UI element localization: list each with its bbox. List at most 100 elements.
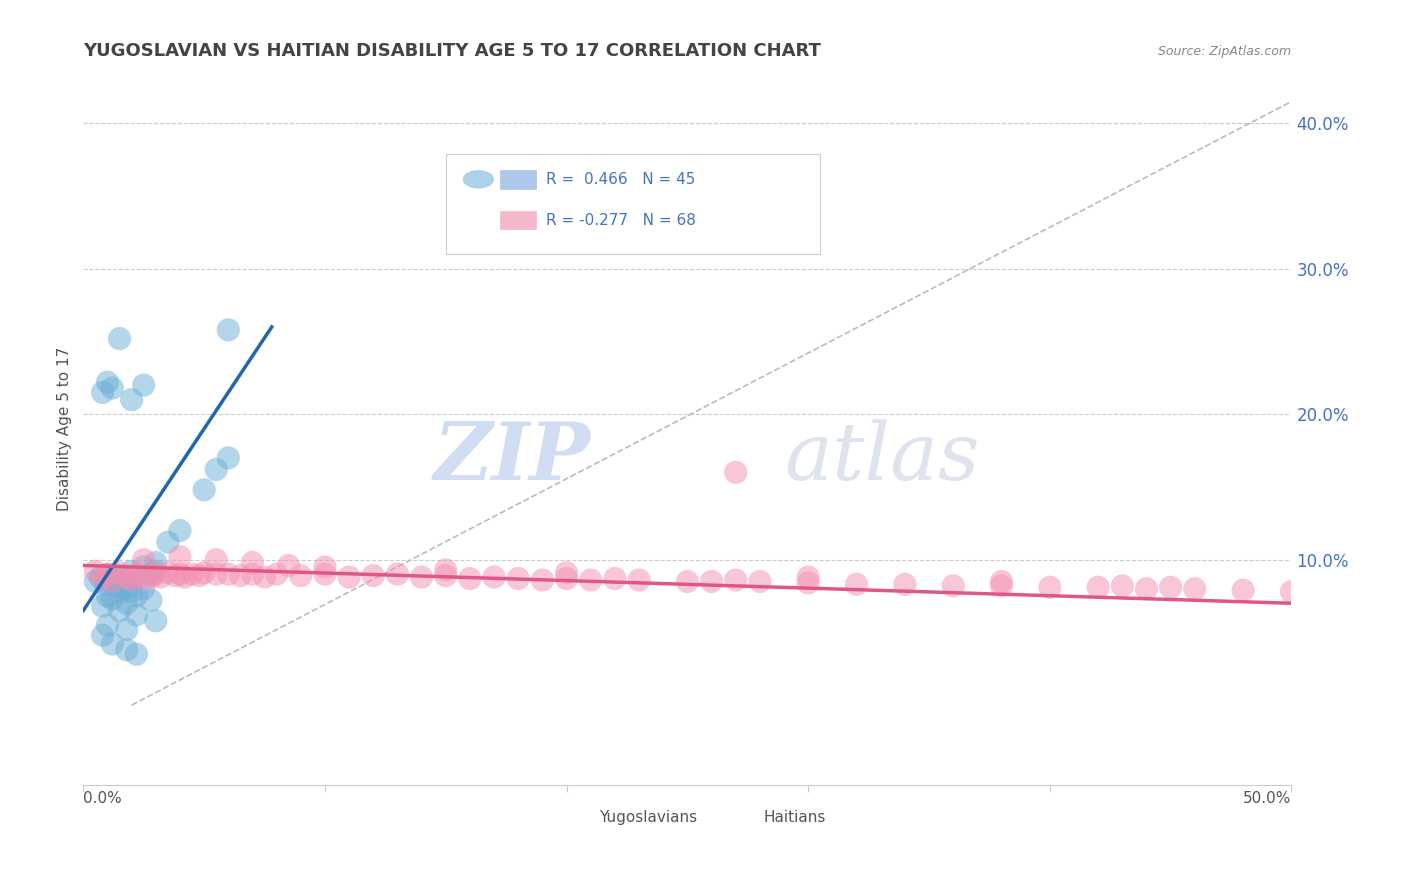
Point bbox=[290, 568, 312, 582]
Point bbox=[139, 570, 162, 584]
Point bbox=[797, 570, 820, 584]
Point bbox=[101, 381, 124, 395]
Y-axis label: Disability Age 5 to 17: Disability Age 5 to 17 bbox=[58, 347, 72, 511]
Circle shape bbox=[463, 170, 494, 188]
Point bbox=[700, 574, 723, 589]
Point bbox=[96, 618, 118, 632]
Point bbox=[434, 568, 457, 582]
Point bbox=[387, 567, 409, 582]
Point bbox=[205, 552, 228, 566]
Point bbox=[1160, 580, 1182, 594]
Point bbox=[169, 524, 191, 538]
FancyBboxPatch shape bbox=[733, 810, 756, 824]
Point bbox=[101, 572, 124, 586]
Point bbox=[132, 572, 155, 586]
Point bbox=[169, 549, 191, 564]
Point bbox=[242, 567, 264, 582]
Point bbox=[94, 577, 117, 591]
Point bbox=[434, 563, 457, 577]
Point bbox=[125, 567, 148, 582]
Point bbox=[205, 462, 228, 476]
Point bbox=[990, 574, 1012, 589]
Point bbox=[531, 573, 554, 587]
Point bbox=[676, 574, 699, 589]
Point bbox=[173, 570, 195, 584]
Text: atlas: atlas bbox=[785, 418, 980, 496]
Point bbox=[1135, 582, 1157, 596]
Text: Yugoslavians: Yugoslavians bbox=[599, 810, 697, 824]
Point bbox=[121, 573, 143, 587]
Point bbox=[165, 568, 187, 582]
Point bbox=[894, 577, 917, 591]
Point bbox=[797, 575, 820, 590]
Point bbox=[748, 574, 770, 589]
Point bbox=[115, 596, 138, 610]
Text: R = -0.277   N = 68: R = -0.277 N = 68 bbox=[546, 213, 696, 228]
Point bbox=[115, 570, 138, 584]
Point bbox=[121, 392, 143, 407]
Point bbox=[84, 564, 107, 578]
Point bbox=[555, 566, 578, 580]
Point bbox=[145, 614, 167, 628]
Text: ZIP: ZIP bbox=[434, 418, 591, 496]
Point bbox=[603, 572, 626, 586]
Point bbox=[253, 570, 276, 584]
Point bbox=[314, 567, 336, 582]
Text: 0.0%: 0.0% bbox=[83, 790, 122, 805]
Point bbox=[990, 579, 1012, 593]
Text: R =  0.466   N = 45: R = 0.466 N = 45 bbox=[546, 172, 696, 186]
Point bbox=[132, 378, 155, 392]
Point bbox=[411, 570, 433, 584]
Point bbox=[1184, 582, 1206, 596]
Point bbox=[266, 567, 288, 582]
Point bbox=[101, 637, 124, 651]
Point bbox=[314, 560, 336, 574]
FancyBboxPatch shape bbox=[446, 154, 820, 254]
Point bbox=[193, 483, 215, 497]
Point bbox=[91, 570, 114, 584]
FancyBboxPatch shape bbox=[567, 810, 591, 824]
Point bbox=[1111, 579, 1133, 593]
Point bbox=[229, 568, 252, 582]
Point bbox=[277, 558, 299, 573]
Point bbox=[361, 568, 384, 582]
Point bbox=[132, 552, 155, 566]
Point bbox=[845, 577, 868, 591]
Point bbox=[96, 567, 118, 582]
Point bbox=[217, 450, 239, 465]
Point bbox=[108, 332, 131, 346]
Point bbox=[108, 568, 131, 582]
Point bbox=[458, 572, 481, 586]
Point bbox=[628, 573, 651, 587]
Point bbox=[1087, 580, 1109, 594]
Point bbox=[508, 572, 530, 586]
Point bbox=[121, 584, 143, 599]
Point bbox=[188, 568, 211, 582]
Point bbox=[132, 560, 155, 574]
Point bbox=[96, 589, 118, 603]
Point bbox=[156, 566, 179, 580]
Point bbox=[91, 385, 114, 400]
Point bbox=[125, 607, 148, 622]
Point bbox=[724, 466, 747, 480]
Point bbox=[108, 566, 131, 580]
Point bbox=[104, 579, 127, 593]
Point bbox=[145, 556, 167, 570]
Point bbox=[205, 567, 228, 582]
Point bbox=[101, 591, 124, 606]
Point bbox=[91, 628, 114, 642]
Point bbox=[1281, 584, 1303, 599]
Point bbox=[84, 574, 107, 589]
Text: 50.0%: 50.0% bbox=[1243, 790, 1292, 805]
Point bbox=[89, 570, 111, 584]
Point bbox=[169, 567, 191, 582]
FancyBboxPatch shape bbox=[501, 211, 536, 229]
Point bbox=[217, 567, 239, 582]
Point bbox=[145, 567, 167, 582]
Point bbox=[1039, 580, 1062, 594]
Point bbox=[112, 574, 135, 589]
Point bbox=[121, 564, 143, 578]
Point bbox=[942, 579, 965, 593]
Point bbox=[193, 566, 215, 580]
Text: Haitians: Haitians bbox=[763, 810, 825, 824]
